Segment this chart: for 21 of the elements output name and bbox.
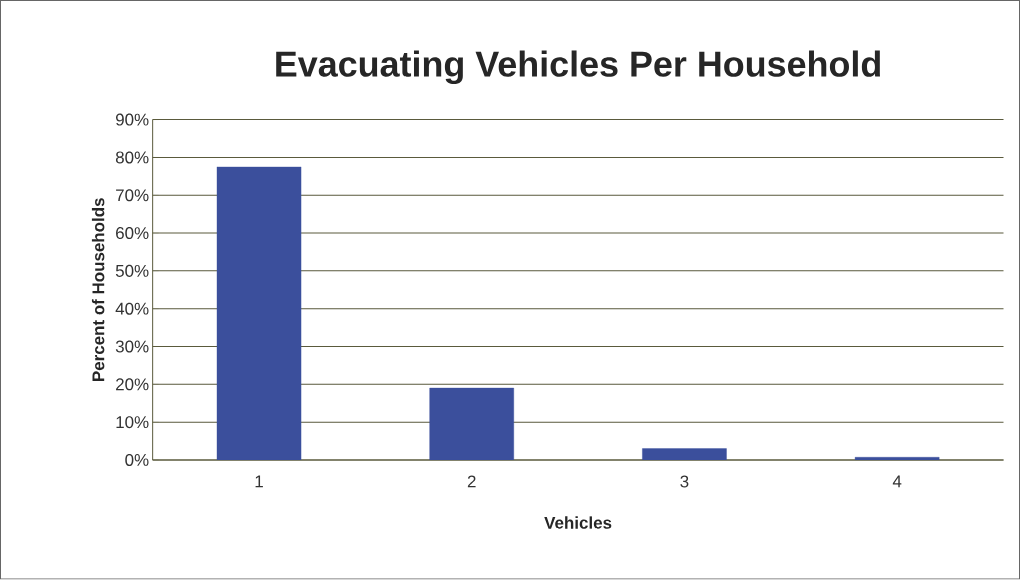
x-axis-title: Vehicles — [544, 516, 612, 530]
bar — [429, 388, 514, 461]
y-tick-label: 30% — [115, 340, 149, 353]
y-tick-label: 60% — [116, 227, 149, 240]
chart-title: Evacuating Vehicles Per Household — [276, 50, 880, 85]
bar — [216, 166, 302, 461]
x-tick-label: 3 — [680, 475, 689, 488]
y-tick-label: 90% — [116, 113, 149, 126]
y-axis-title: Percent of Households — [91, 198, 105, 382]
y-tick-label: 40% — [115, 302, 149, 315]
x-tick-label: 2 — [467, 475, 476, 488]
y-tick-label: 0% — [125, 454, 149, 467]
y-tick-label: 70% — [116, 189, 149, 202]
bar — [854, 457, 940, 461]
bar — [642, 448, 727, 461]
x-tick-label: 1 — [255, 475, 263, 488]
y-tick-label: 80% — [115, 151, 149, 164]
y-tick-label: 20% — [116, 378, 149, 391]
x-tick-label: 4 — [892, 475, 902, 488]
y-tick-label: 10% — [116, 416, 149, 429]
y-tick-label: 50% — [115, 265, 149, 278]
